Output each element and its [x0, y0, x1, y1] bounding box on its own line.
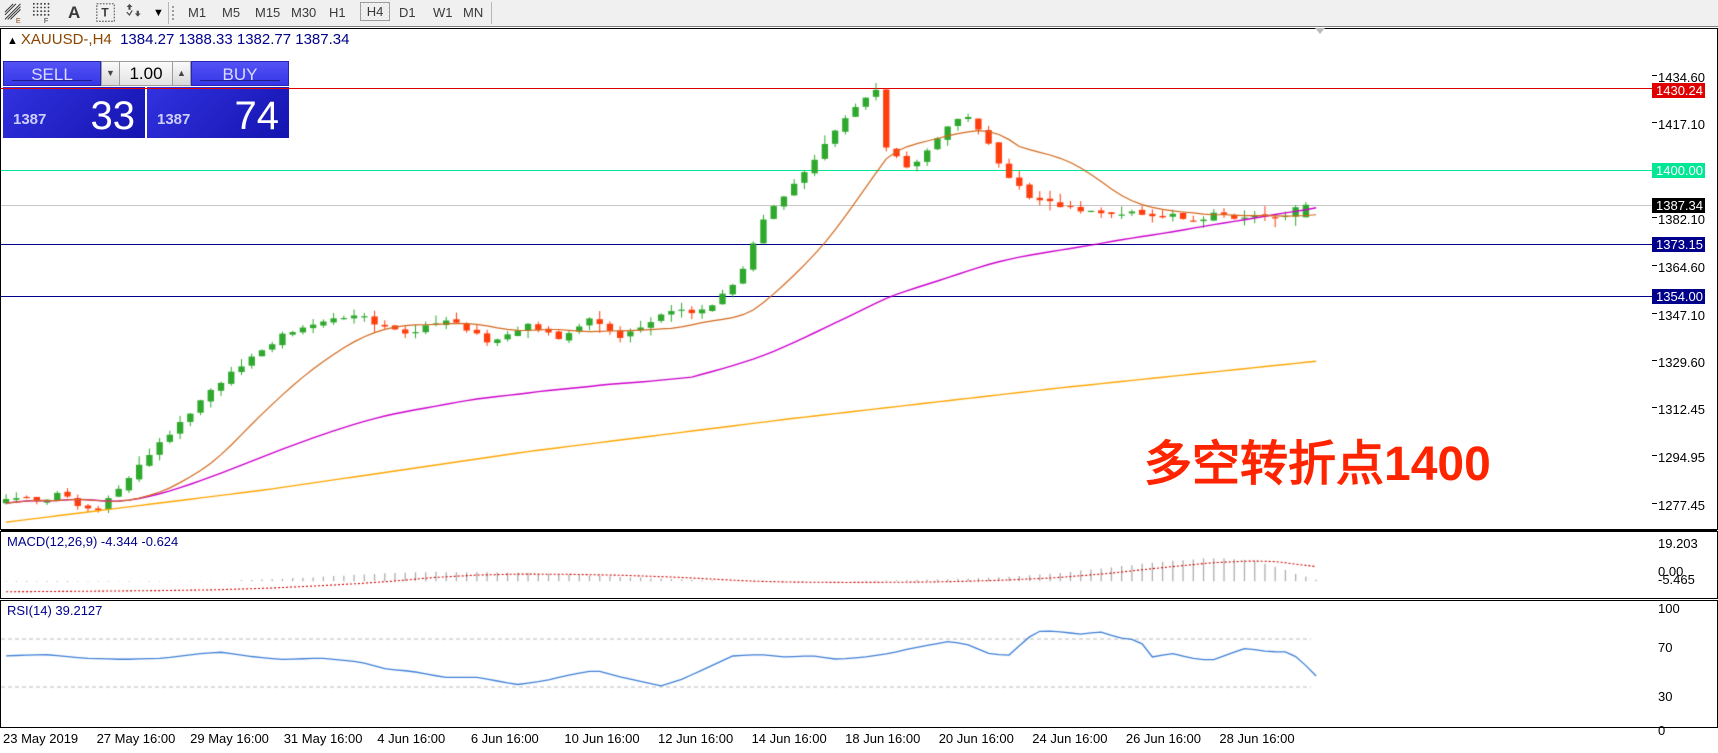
svg-text:F: F — [44, 16, 49, 24]
svg-text:T: T — [101, 6, 109, 20]
svg-text:E: E — [16, 16, 21, 24]
